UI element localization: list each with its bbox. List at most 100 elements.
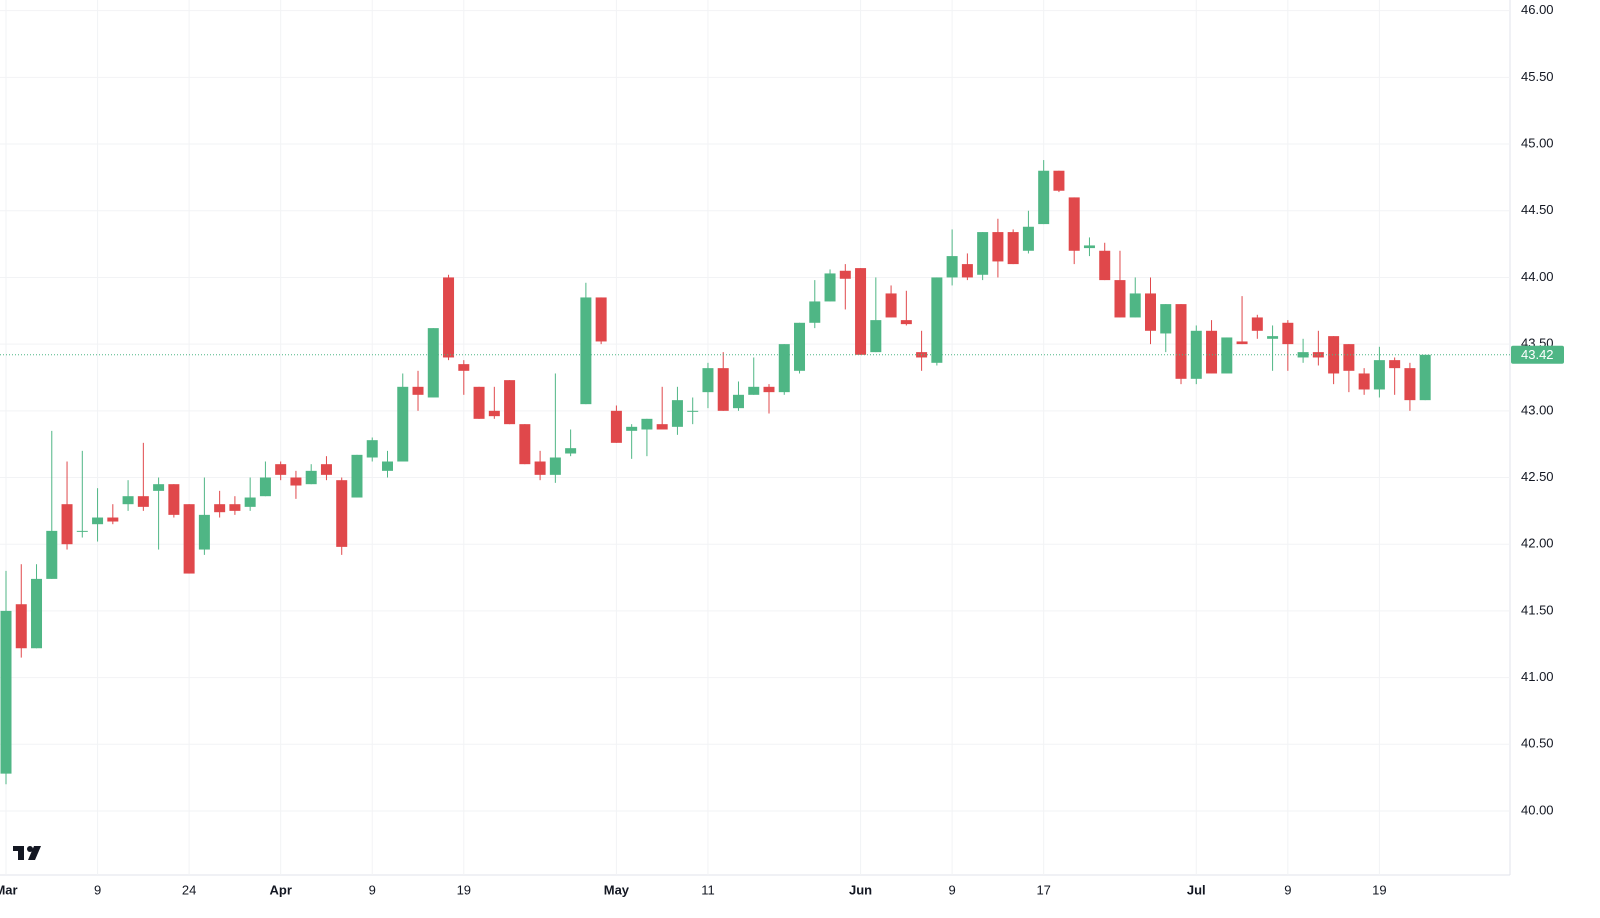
candle-body xyxy=(946,256,958,278)
candle-body xyxy=(183,504,195,574)
candle-body xyxy=(870,320,882,353)
candle-body xyxy=(214,504,226,513)
x-tick-label: 9 xyxy=(94,882,101,897)
candle-body xyxy=(1373,360,1385,390)
candle-body xyxy=(977,232,989,275)
candle-body xyxy=(656,424,668,430)
x-tick-label: 9 xyxy=(369,882,376,897)
candle-body xyxy=(580,297,592,405)
candle-body xyxy=(610,410,622,443)
candle-body xyxy=(229,504,241,511)
candle-body xyxy=(1022,226,1034,251)
y-tick-label: 40.50 xyxy=(1521,736,1554,751)
x-tick-label: 9 xyxy=(1284,882,1291,897)
candle-body xyxy=(427,328,439,398)
y-tick-label: 45.00 xyxy=(1521,135,1554,150)
candle-body xyxy=(259,477,271,497)
candle-body xyxy=(1267,336,1279,339)
y-tick-label: 42.50 xyxy=(1521,469,1554,484)
candle-body xyxy=(412,386,424,395)
candle-body xyxy=(1343,344,1355,371)
x-tick-label: 19 xyxy=(1372,882,1386,897)
candle-body xyxy=(1190,330,1202,379)
candle-body xyxy=(824,273,836,302)
x-tick-label: 9 xyxy=(949,882,956,897)
y-tick-label: 46.00 xyxy=(1521,2,1554,17)
y-tick-label: 45.50 xyxy=(1521,69,1554,84)
candle-body xyxy=(519,424,531,465)
candle-body xyxy=(336,480,348,547)
candle-body xyxy=(549,457,561,475)
y-tick-label: 44.00 xyxy=(1521,269,1554,284)
candle-body xyxy=(671,400,683,427)
candle-body xyxy=(1175,304,1187,379)
candle-body xyxy=(748,386,760,395)
candle-body xyxy=(137,496,149,507)
x-tick-label: Jun xyxy=(849,882,872,897)
candle-body xyxy=(0,610,12,774)
x-tick-label: 17 xyxy=(1036,882,1050,897)
candle-body xyxy=(122,496,134,505)
candle-body xyxy=(900,320,912,325)
candle-body xyxy=(1389,360,1401,369)
candle-body xyxy=(76,530,88,532)
candle-body xyxy=(473,386,485,419)
candle-body xyxy=(1068,197,1080,251)
candle-body xyxy=(763,386,775,393)
candle-body xyxy=(1099,250,1111,281)
candle-body xyxy=(1053,170,1065,191)
candle-body xyxy=(15,604,27,649)
candle-body xyxy=(1221,337,1233,374)
x-tick-label: May xyxy=(604,882,630,897)
candle-body xyxy=(107,517,119,522)
candle-body xyxy=(443,277,455,358)
x-tick-label: Mar xyxy=(0,882,18,897)
y-tick-label: 42.00 xyxy=(1521,536,1554,551)
candle-body xyxy=(732,394,744,409)
candle-body xyxy=(717,368,729,411)
x-tick-label: 11 xyxy=(701,882,715,897)
candle-body xyxy=(702,368,714,393)
candle-body xyxy=(46,530,58,579)
candle-body xyxy=(641,418,653,430)
candle-body xyxy=(1358,373,1370,390)
candle-body xyxy=(153,484,165,491)
y-tick-label: 41.50 xyxy=(1521,602,1554,617)
candle-body xyxy=(565,448,577,454)
y-tick-label: 41.00 xyxy=(1521,669,1554,684)
x-tick-label: Jul xyxy=(1187,882,1206,897)
candle-body xyxy=(488,410,500,417)
y-tick-label: 44.50 xyxy=(1521,202,1554,217)
y-tick-label: 40.00 xyxy=(1521,802,1554,817)
candle-body xyxy=(92,517,104,525)
candle-body xyxy=(885,293,897,318)
candle-body xyxy=(366,440,378,458)
candle-body xyxy=(1145,293,1156,331)
candle-body xyxy=(626,426,638,431)
candle-body xyxy=(198,514,210,550)
candle-body xyxy=(1206,330,1218,374)
candle-body xyxy=(31,578,43,649)
candle-body xyxy=(1282,322,1294,345)
candle-body xyxy=(1328,336,1340,374)
candle-body xyxy=(1236,341,1248,345)
candle-body xyxy=(839,270,851,279)
candle-body xyxy=(595,297,607,342)
tradingview-logo xyxy=(13,846,41,860)
candle-body xyxy=(290,477,302,486)
candle-body xyxy=(320,464,332,475)
candle-body xyxy=(1129,293,1141,318)
candle-body xyxy=(931,277,943,363)
candle-body xyxy=(61,504,73,545)
candle-body xyxy=(1297,352,1309,358)
candle-body xyxy=(855,268,867,355)
candle-body xyxy=(275,464,287,475)
candle-body xyxy=(1404,368,1416,401)
candle-body xyxy=(1083,245,1095,249)
candle-body xyxy=(534,461,546,475)
last-price-label: 43.42 xyxy=(1521,347,1554,362)
candle-body xyxy=(809,301,821,323)
x-tick-label: 19 xyxy=(457,882,471,897)
